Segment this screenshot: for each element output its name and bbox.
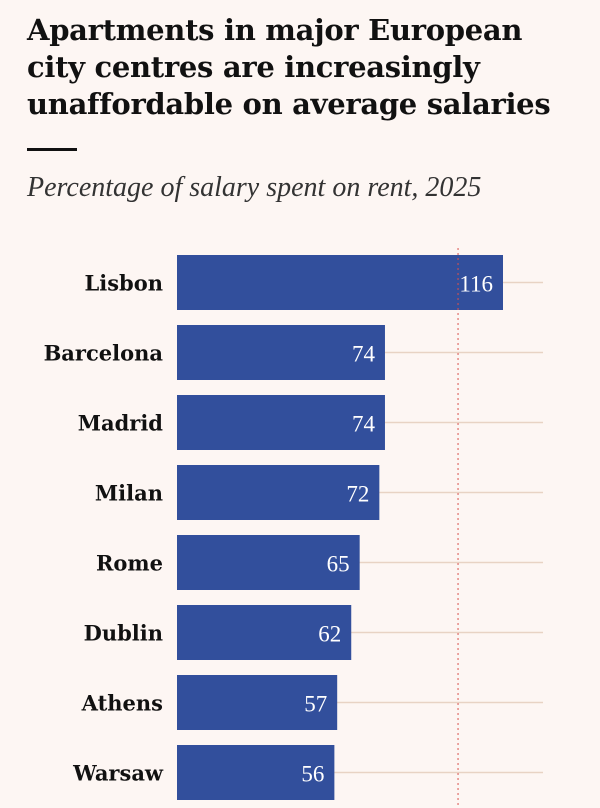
bar-warsaw xyxy=(177,745,335,800)
data-label: 74 xyxy=(352,342,376,367)
data-label: 74 xyxy=(352,412,376,437)
bar-milan xyxy=(177,465,380,520)
data-label: 57 xyxy=(304,692,327,717)
bar-madrid xyxy=(177,395,385,450)
bar-lisbon xyxy=(177,255,503,310)
category-label: Warsaw xyxy=(72,761,164,786)
bar-athens xyxy=(177,675,338,730)
category-label: Athens xyxy=(81,691,163,716)
bar-barcelona xyxy=(177,325,385,380)
data-label: 65 xyxy=(327,552,350,577)
data-label: 72 xyxy=(346,482,369,507)
bar-dublin xyxy=(177,605,352,660)
category-label: Barcelona xyxy=(44,341,164,366)
category-label: Lisbon xyxy=(84,271,163,296)
category-label: Milan xyxy=(95,481,163,506)
chart-title: Apartments in major European city centre… xyxy=(27,13,551,121)
data-label: 116 xyxy=(459,272,493,297)
category-label: Madrid xyxy=(78,411,164,436)
data-label: 62 xyxy=(318,622,341,647)
category-label: Dublin xyxy=(84,621,163,646)
title-divider xyxy=(27,148,77,151)
bar-rome xyxy=(177,535,360,590)
data-label: 56 xyxy=(301,762,324,787)
chart-subtitle: Percentage of salary spent on rent, 2025 xyxy=(27,172,482,203)
bar-chart: Lisbon 116 Barcelona 74 Madrid 74 Milan 72 Rome 6… xyxy=(44,248,543,808)
category-label: Rome xyxy=(96,551,163,576)
